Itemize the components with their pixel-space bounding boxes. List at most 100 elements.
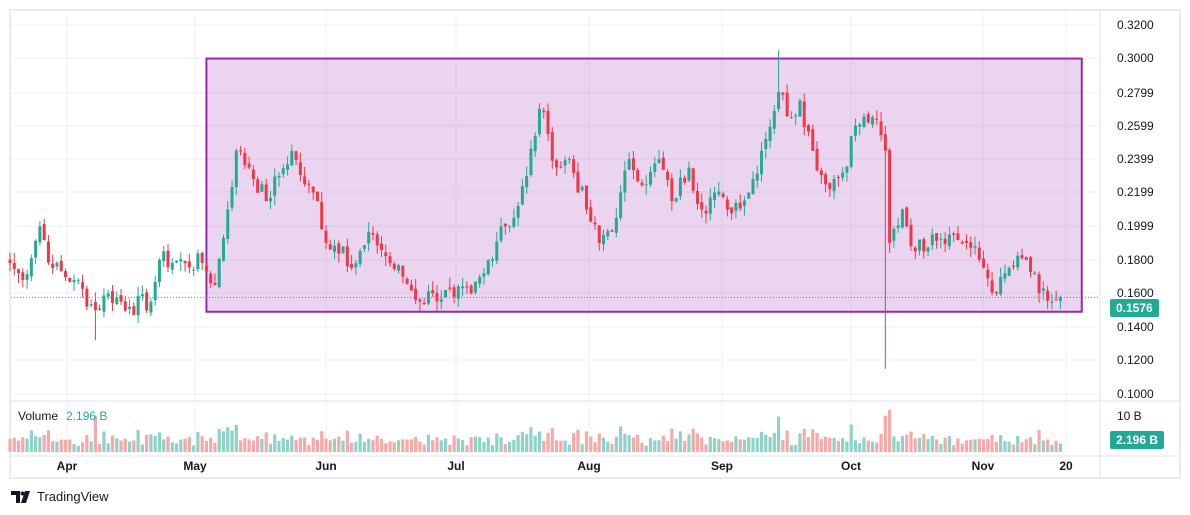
candle-body [166, 250, 170, 268]
volume-bar [1037, 430, 1041, 452]
tradingview-logo[interactable]: TradingView [11, 489, 109, 504]
volume-bar [1033, 444, 1037, 452]
candle-body [918, 239, 922, 251]
volume-bar [290, 435, 294, 452]
volume-bar [204, 440, 209, 452]
volume-bar [862, 437, 866, 452]
candle-body [922, 239, 926, 252]
candle-body [324, 230, 328, 244]
candle-body [98, 308, 102, 310]
volume-bar [405, 439, 409, 452]
range-rectangle [205, 57, 1083, 313]
volume-bar [213, 442, 217, 452]
volume-bar [106, 443, 110, 452]
candle-body [593, 222, 597, 225]
time-tick-label: Nov [972, 459, 995, 473]
candle-body [721, 193, 725, 197]
candle-body [145, 292, 149, 311]
volume-bar [72, 444, 76, 452]
candle-body [883, 134, 887, 151]
candle-body [986, 269, 990, 279]
volume-bar [789, 445, 794, 452]
volume-bar [892, 436, 896, 452]
candle-body [717, 191, 721, 195]
candle-body [414, 288, 418, 301]
candle-body [1058, 297, 1062, 302]
time-tick-label: Apr [57, 459, 78, 473]
volume-bar [990, 434, 994, 452]
candle-body [59, 260, 63, 272]
volume-bar [542, 440, 546, 452]
volume-bar [994, 441, 998, 452]
candle-body [371, 232, 375, 235]
volume-bar [268, 443, 273, 452]
volume-bar [913, 438, 917, 452]
volume-bar [619, 426, 623, 452]
time-tick-label: Jun [315, 459, 336, 473]
volume-bar [345, 430, 349, 452]
candle-body [824, 174, 828, 185]
price-tick-label: 0.1400 [1117, 320, 1154, 334]
volume-bar [909, 431, 913, 452]
candle-body [610, 230, 614, 232]
volume-bar [136, 429, 140, 452]
volume-bar [251, 440, 255, 452]
volume-bar [734, 436, 738, 452]
candle-body [34, 240, 38, 258]
candle-body [51, 263, 55, 269]
candle-body [478, 277, 482, 284]
volume-bar [644, 445, 648, 452]
volume-bar [486, 437, 490, 452]
candle-body [956, 233, 960, 241]
candle-body [836, 176, 840, 178]
candle-body [482, 273, 486, 277]
volume-bar [550, 428, 554, 452]
candle-body [567, 159, 571, 161]
candle-body [584, 185, 588, 210]
volume-bar [533, 435, 537, 452]
candle-body [170, 263, 174, 270]
candle-body [290, 150, 294, 166]
candle-body [222, 238, 225, 261]
volume-bar [277, 440, 281, 452]
candle-body [704, 210, 708, 214]
volume-bar [34, 436, 38, 452]
candle-body [909, 224, 913, 246]
candle-body [341, 246, 345, 253]
volume-bar [102, 431, 106, 452]
volume-bar [209, 437, 213, 452]
candle-body [405, 278, 409, 284]
candle-body [674, 198, 678, 202]
candle-body [695, 190, 699, 204]
candle-body [819, 170, 823, 176]
candle-body [17, 269, 21, 274]
candle-body [738, 202, 742, 209]
candle-body [597, 225, 601, 244]
volume-bar [601, 437, 606, 452]
candle-body [345, 246, 349, 267]
candle-body [239, 150, 243, 152]
candle-body [106, 293, 110, 297]
volume-bar [448, 444, 452, 452]
volume-bar [311, 437, 315, 452]
volume-bar [337, 436, 341, 452]
candle-body [691, 168, 695, 191]
volume-bar [738, 439, 742, 452]
volume-bar [98, 444, 102, 452]
volume-bar [883, 415, 887, 452]
volume-bar [849, 424, 853, 452]
volume-bar [747, 437, 751, 452]
volume-bar [520, 431, 524, 452]
volume-bar [68, 439, 72, 452]
candle-body [896, 225, 900, 229]
candle-body [572, 159, 576, 173]
candle-body [431, 290, 435, 294]
candle-body [8, 259, 12, 264]
candle-body [264, 184, 268, 202]
volume-bar [712, 438, 717, 452]
candle-body [486, 260, 490, 275]
volume-bar [298, 437, 302, 452]
candle-body [1050, 301, 1054, 303]
